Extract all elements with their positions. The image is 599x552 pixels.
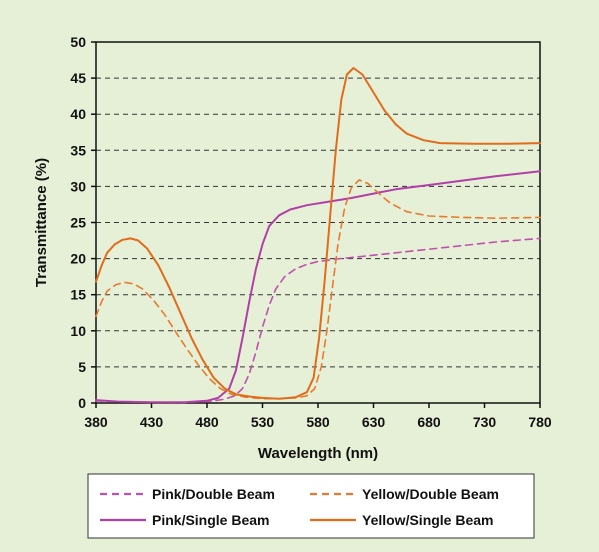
legend-label: Pink/Double Beam (152, 486, 275, 502)
legend: Pink/Double Beam Yellow/Double Beam Pink/S… (87, 473, 535, 539)
y-tick-label: 30 (70, 178, 86, 194)
y-tick-label: 25 (70, 215, 86, 231)
legend-label: Yellow/Single Beam (362, 512, 494, 528)
y-tick-label: 45 (70, 70, 86, 86)
x-tick-label: 380 (84, 414, 108, 430)
x-axis-title: Wavelength (nm) (258, 445, 378, 462)
y-tick-label: 5 (78, 359, 86, 375)
series-line-yellow-double-beam (95, 179, 541, 400)
x-tick-label: 430 (140, 414, 164, 430)
y-tick-label: 40 (70, 106, 86, 122)
x-tick-label: 680 (417, 414, 441, 430)
y-tick-label: 15 (70, 287, 86, 303)
x-tick-label: 530 (251, 414, 275, 430)
x-tick-label: 580 (306, 414, 330, 430)
y-tick-label: 50 (70, 34, 86, 50)
grid-lines (96, 77, 540, 368)
y-tick-label: 0 (78, 395, 86, 411)
legend-label: Yellow/Double Beam (362, 486, 499, 502)
y-tick-label: 10 (70, 323, 86, 339)
series-line-yellow-single-beam (95, 67, 541, 400)
series-lines (95, 67, 541, 404)
y-tick-label: 35 (70, 142, 86, 158)
y-tick-label: 20 (70, 251, 86, 267)
x-tick-label: 630 (362, 414, 386, 430)
legend-box (87, 473, 535, 539)
x-tick-label: 480 (195, 414, 219, 430)
legend-label: Pink/Single Beam (152, 512, 269, 528)
axis-ticks: 0 5 10 15 20 25 30 35 40 45 50 380 430 480 530 580 630 68… (70, 34, 551, 430)
x-tick-label: 780 (528, 414, 552, 430)
y-axis-title: Transmittance (%) (33, 158, 50, 287)
series-line-pink-single-beam (95, 170, 541, 404)
x-tick-label: 730 (473, 414, 497, 430)
